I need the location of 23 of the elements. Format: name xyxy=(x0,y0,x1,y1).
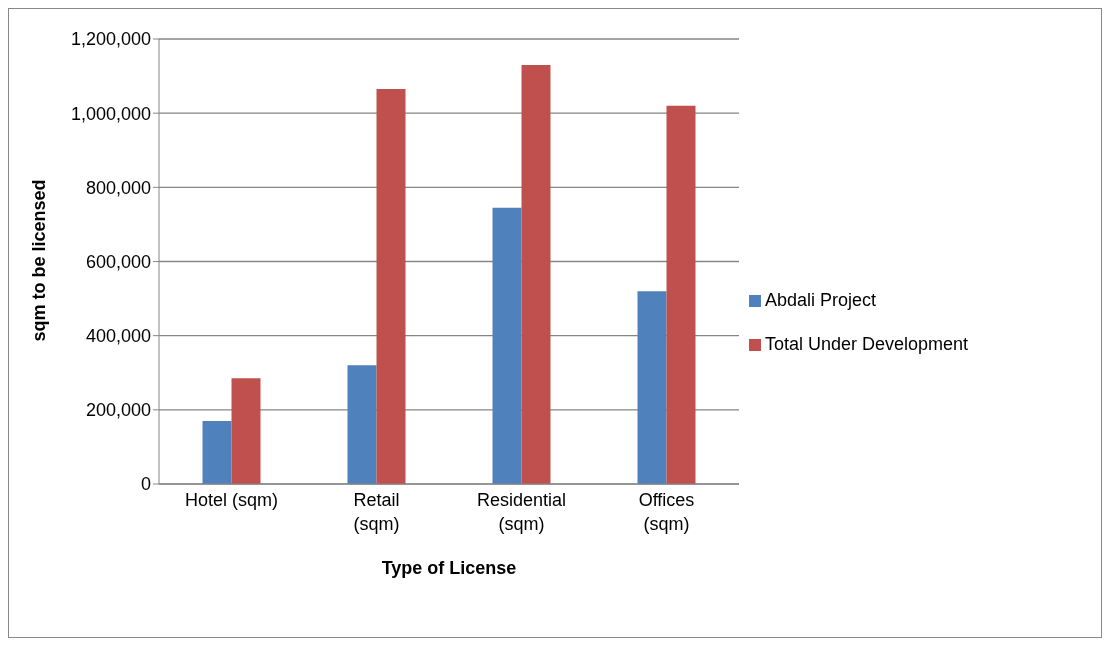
y-tick-label: 600,000 xyxy=(85,251,151,272)
x-tick-label: Offices (sqm) xyxy=(638,490,695,534)
y-tick-label: 800,000 xyxy=(85,177,151,198)
bar xyxy=(521,64,551,484)
x-tick-label: Hotel (sqm) xyxy=(184,490,279,510)
bar xyxy=(202,420,232,484)
legend-label: Total Under Development xyxy=(765,333,969,354)
y-axis-title: sqm to be licensed xyxy=(29,179,50,342)
bar xyxy=(376,89,406,484)
bar xyxy=(492,207,522,484)
bar xyxy=(637,291,667,484)
y-tick-label: 1,000,000 xyxy=(70,103,151,124)
legend-label: Abdali Project xyxy=(765,289,877,310)
y-tick-label: 1,200,000 xyxy=(70,29,151,50)
bar xyxy=(231,378,261,484)
x-tick-label: Residential (sqm) xyxy=(476,490,567,534)
y-tick-label: 400,000 xyxy=(85,326,151,347)
x-axis-title: Type of License xyxy=(381,558,517,578)
y-tick-label: 200,000 xyxy=(85,400,151,421)
y-tick-label: 0 xyxy=(140,474,151,495)
x-tick-label: Retail (sqm) xyxy=(353,490,400,534)
bar xyxy=(347,365,377,484)
bar xyxy=(666,105,696,484)
